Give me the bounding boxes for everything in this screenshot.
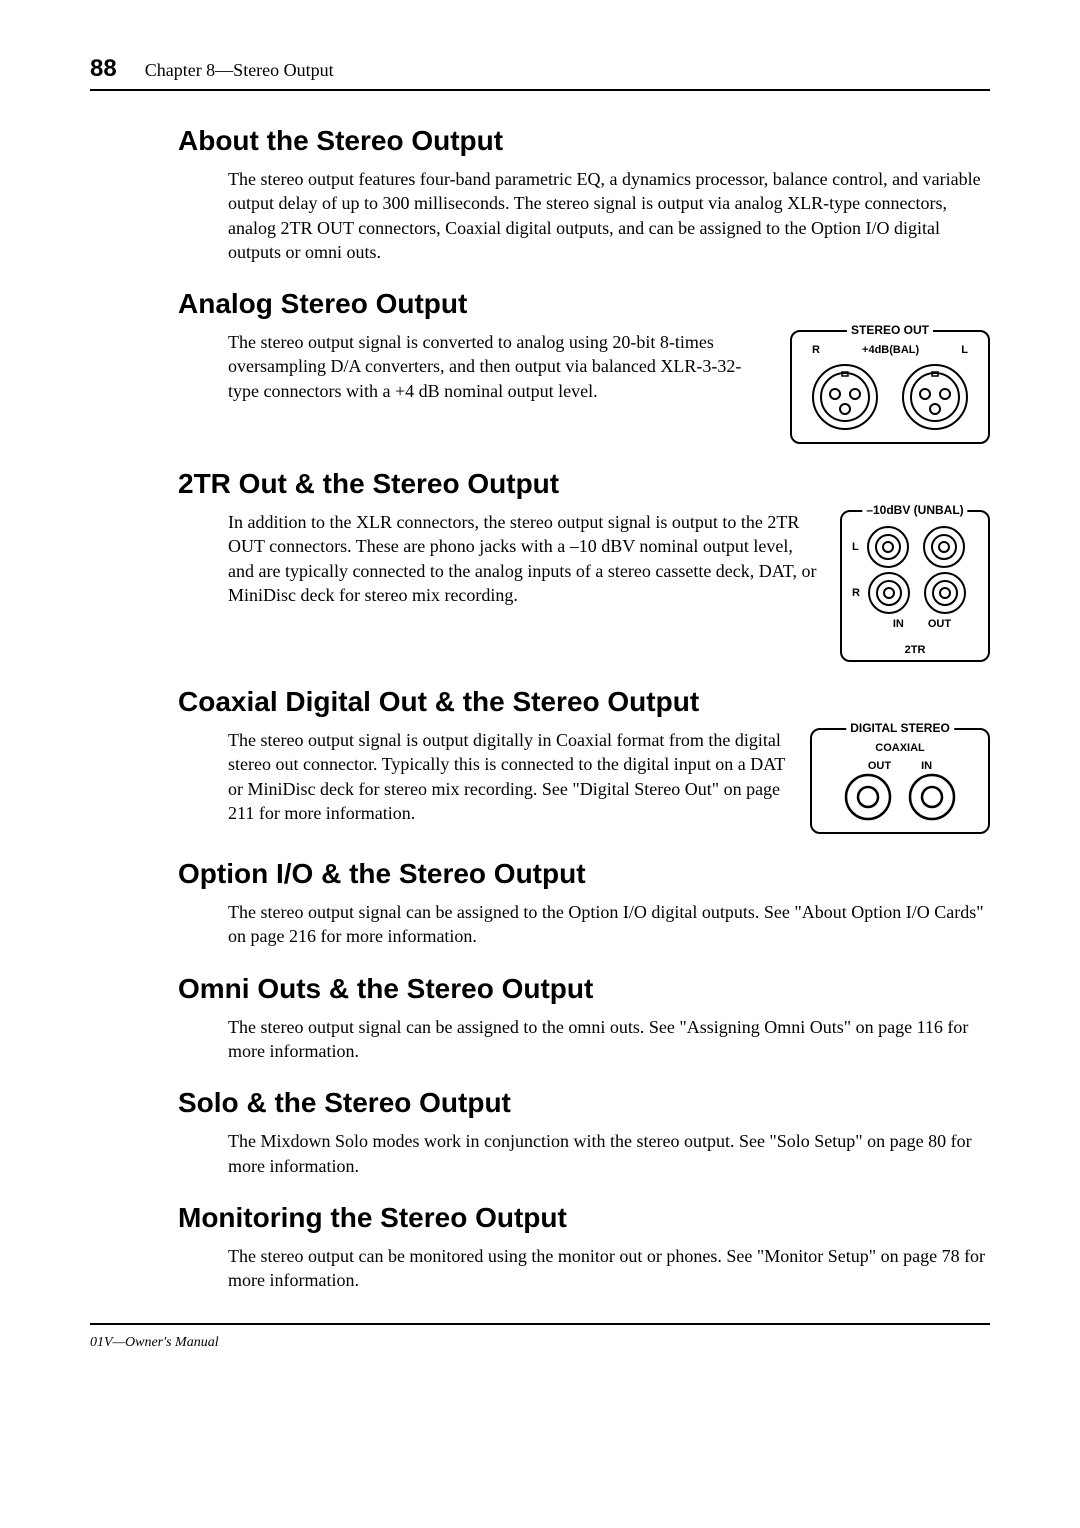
- xlr-connector-l-icon: [895, 362, 975, 432]
- footer-text: 01V—Owner's Manual: [90, 1335, 990, 1351]
- panel-legend-coax: DIGITAL STEREO: [846, 721, 954, 735]
- header-rule: [90, 89, 990, 91]
- rca-icon: [866, 570, 912, 616]
- section-omni: Omni Outs & the Stereo Output The stereo…: [90, 973, 990, 1064]
- section-about: About the Stereo Output The stereo outpu…: [90, 125, 990, 264]
- body-about: The stereo output features four-band par…: [228, 167, 990, 264]
- heading-2tr: 2TR Out & the Stereo Output: [178, 468, 990, 500]
- body-2tr: In addition to the XLR connectors, the s…: [228, 510, 822, 607]
- body-coax: The stereo output signal is output digit…: [228, 728, 792, 825]
- xlr-connector-r-icon: [805, 362, 885, 432]
- body-solo: The Mixdown Solo modes work in conjuncti…: [228, 1129, 990, 1178]
- body-analog: The stereo output signal is converted to…: [228, 330, 772, 403]
- rca-icon: [922, 570, 968, 616]
- label-out: OUT: [928, 618, 951, 630]
- page: 88 Chapter 8—Stereo Output About the Ste…: [0, 0, 1080, 1391]
- section-option-io: Option I/O & the Stereo Output The stere…: [90, 858, 990, 949]
- heading-option: Option I/O & the Stereo Output: [178, 858, 990, 890]
- rca-icon: [921, 524, 967, 570]
- label-in: IN: [893, 618, 904, 630]
- label-2tr-l: L: [852, 541, 859, 553]
- label-r: R: [812, 344, 820, 356]
- rca-icon: [843, 772, 893, 822]
- rca-icon: [907, 772, 957, 822]
- body-option: The stereo output signal can be assigned…: [228, 900, 990, 949]
- label-coax-in: IN: [921, 760, 932, 772]
- heading-monitor: Monitoring the Stereo Output: [178, 1202, 990, 1234]
- section-monitor: Monitoring the Stereo Output The stereo …: [90, 1202, 990, 1293]
- label-l: L: [961, 344, 968, 356]
- figure-stereo-out: STEREO OUT R +4dB(BAL) L: [790, 330, 990, 444]
- heading-solo: Solo & the Stereo Output: [178, 1087, 990, 1119]
- panel-legend-2tr: –10dBV (UNBAL): [862, 503, 967, 517]
- page-number: 88: [90, 55, 117, 83]
- heading-coax: Coaxial Digital Out & the Stereo Output: [178, 686, 990, 718]
- label-2tr-r: R: [852, 587, 860, 599]
- section-analog: Analog Stereo Output The stereo output s…: [90, 288, 990, 444]
- page-header: 88 Chapter 8—Stereo Output: [90, 55, 990, 83]
- heading-analog: Analog Stereo Output: [178, 288, 990, 320]
- section-2tr: 2TR Out & the Stereo Output In addition …: [90, 468, 990, 662]
- figure-coax: DIGITAL STEREO COAXIAL OUT IN: [810, 728, 990, 834]
- heading-about: About the Stereo Output: [178, 125, 990, 157]
- chapter-label: Chapter 8—Stereo Output: [145, 60, 334, 81]
- section-coax: Coaxial Digital Out & the Stereo Output …: [90, 686, 990, 834]
- figure-2tr: –10dBV (UNBAL) L R: [840, 510, 990, 662]
- panel-legend-stereo-out: STEREO OUT: [847, 323, 933, 337]
- heading-omni: Omni Outs & the Stereo Output: [178, 973, 990, 1005]
- label-coax-out: OUT: [868, 760, 891, 772]
- label-2tr-bottom: 2TR: [899, 644, 932, 656]
- section-solo: Solo & the Stereo Output The Mixdown Sol…: [90, 1087, 990, 1178]
- footer-rule: [90, 1323, 990, 1325]
- body-monitor: The stereo output can be monitored using…: [228, 1244, 990, 1293]
- label-level: +4dB(BAL): [862, 344, 919, 356]
- body-omni: The stereo output signal can be assigned…: [228, 1015, 990, 1064]
- label-coaxial: COAXIAL: [822, 742, 978, 754]
- rca-icon: [865, 524, 911, 570]
